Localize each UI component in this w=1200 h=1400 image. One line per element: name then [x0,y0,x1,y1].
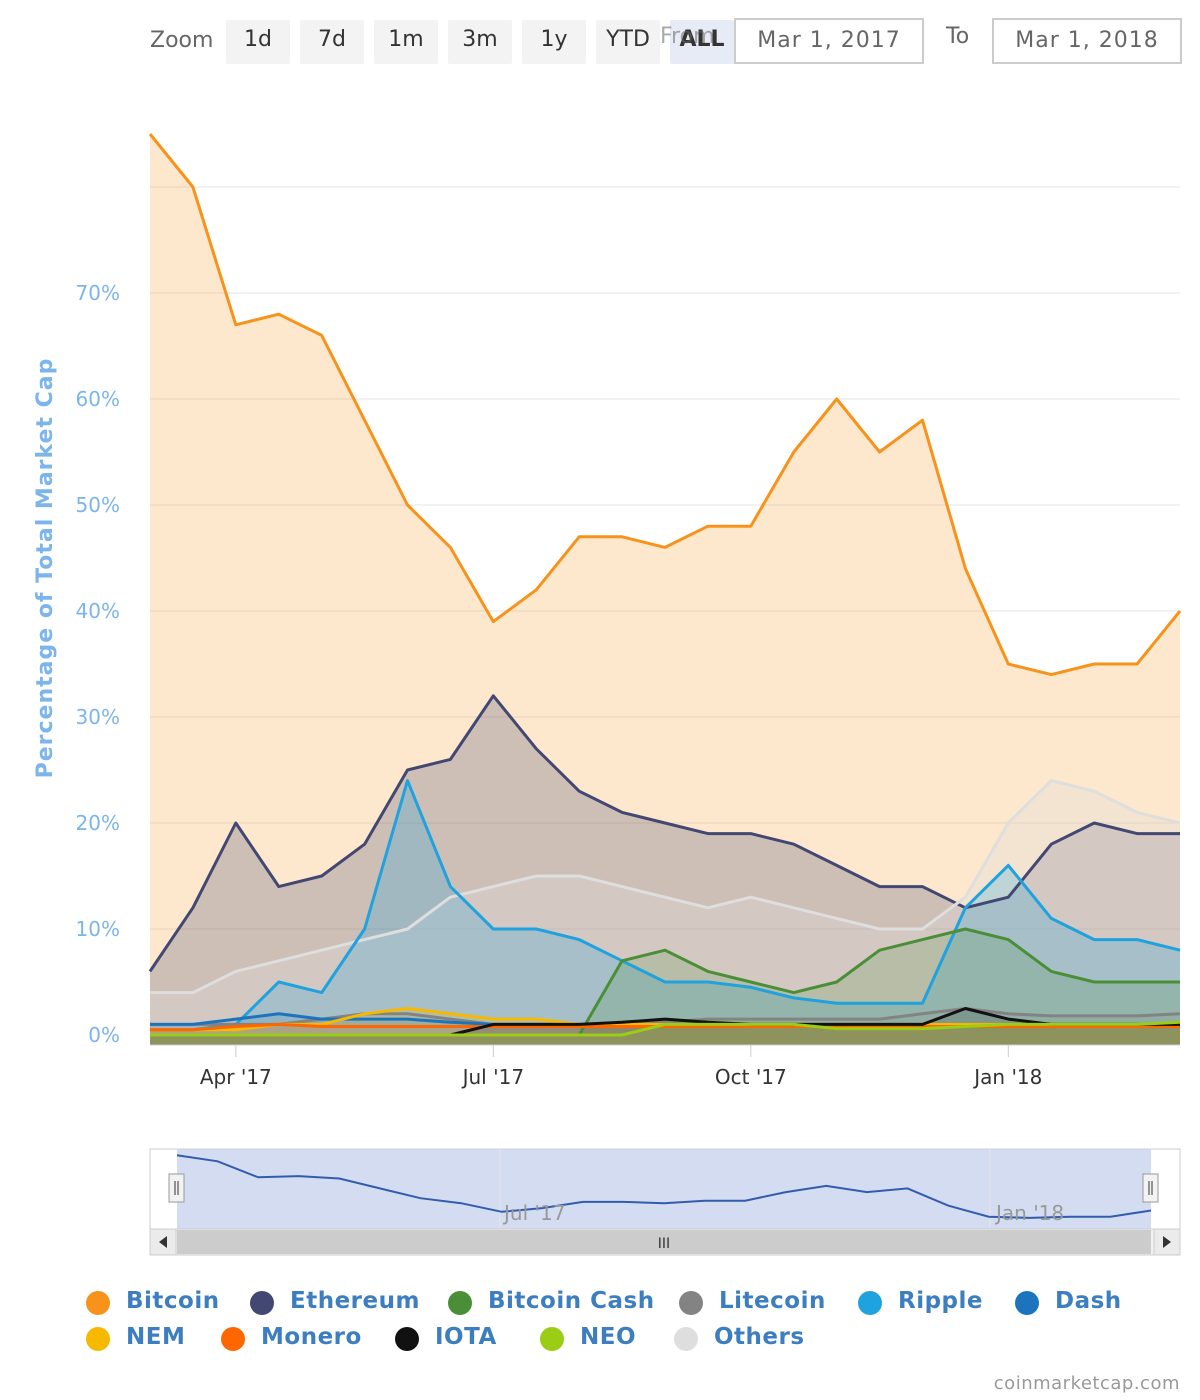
legend-label: Dash [1055,1288,1122,1314]
series-area-dash [150,1013,1180,1045]
series-line-ethereum[interactable] [148,694,1180,973]
series-line-monero[interactable] [150,1022,1180,1032]
y-tick-label: 70% [76,281,120,305]
legend-marker-icon [86,1291,110,1315]
legend-label: Others [714,1324,805,1350]
legend-label: Litecoin [719,1288,826,1314]
zoom-1d-button[interactable]: 1d [226,20,290,64]
range-from-label: From [660,24,715,49]
zoom-1y-button[interactable]: 1y [522,20,586,64]
y-axis-title: Percentage of Total Market Cap [33,358,58,779]
y-tick-label: 30% [76,705,120,729]
legend-marker-icon [86,1327,110,1351]
series-line-bitcoin[interactable] [148,133,1182,677]
navigator-left-handle[interactable] [168,1173,185,1203]
y-tick-label: 60% [76,387,120,411]
legend-label: Monero [261,1324,362,1350]
y-tick-label: 20% [76,811,120,835]
range-from-input[interactable]: Mar 1, 2017 [734,18,924,64]
zoom-all-button[interactable]: ALL [670,20,734,64]
gridlines [150,186,1180,1036]
navigator-tick-label: Jul '17 [502,1201,565,1225]
legend-marker-icon [1015,1291,1039,1315]
series-line-others[interactable] [150,779,1181,995]
y-tick-label: 10% [76,917,120,941]
scrollbar-thumb[interactable] [177,1230,1151,1254]
zoom-3m-button[interactable]: 3m [448,20,512,64]
legend-marker-icon [679,1291,703,1315]
series-line-ripple[interactable] [150,779,1181,1032]
legend-marker-icon [540,1327,564,1351]
x-tick-label: Jul '17 [461,1065,524,1089]
y-tick-label: 40% [76,599,120,623]
legend-label: Ethereum [290,1288,420,1314]
zoom-ytd-button[interactable]: YTD [596,20,660,64]
legend-marker-icon [858,1291,882,1315]
series-areas [150,134,1180,1045]
zoom-1m-button[interactable]: 1m [374,20,438,64]
legend-marker-icon [395,1327,419,1351]
market-cap-chart: 0% 10% 20% 30% 40% 50% 60% 70% Apr '17 Jul '17 Oct… [33,133,1182,1256]
arrow-left-icon [159,1236,167,1248]
x-tick-label: Apr '17 [200,1065,272,1089]
range-to-input[interactable]: Mar 1, 2018 [992,18,1182,64]
series-area-neo [150,1022,1180,1045]
series-lines [148,133,1182,1037]
legend-label: Bitcoin Cash [488,1288,655,1314]
credit-link[interactable]: coinmarketcap.com [993,1373,1180,1394]
series-area-others [150,780,1180,1045]
series-area-bitcoin [150,134,1180,1045]
legend-marker-icon [250,1291,274,1315]
y-tick-label: 0% [88,1023,120,1047]
navigator-tick-label: Jan '18 [994,1201,1064,1225]
legend-label: Bitcoin [126,1288,220,1314]
navigator-right-handle[interactable] [1142,1173,1159,1203]
legend-label: NEO [580,1324,637,1350]
series-area-ripple [150,780,1180,1045]
arrow-right-icon [1163,1236,1171,1248]
legend-marker-icon [448,1291,472,1315]
series-area-bitcoin-cash [150,929,1180,1045]
navigator-series-line [176,1154,1152,1219]
scrollbar-grip: III [658,1236,670,1252]
legend-label: NEM [126,1324,186,1350]
navigator: Jul '17 Jan '18 III [149,1148,1181,1256]
legend-label: IOTA [435,1324,497,1350]
axes: 0% 10% 20% 30% 40% 50% 60% 70% Apr '17 Jul '17 Oct… [76,281,1180,1089]
zoom-label: Zoom [150,28,214,53]
zoom-7d-button[interactable]: 7d [300,20,364,64]
legend-marker-icon [221,1327,245,1351]
range-to-label: To [946,24,970,49]
y-tick-label: 50% [76,493,120,517]
legend-label: Ripple [898,1288,984,1314]
x-tick-label: Jan '18 [972,1065,1042,1089]
series-line-neo[interactable] [150,1020,1181,1037]
legend-marker-icon [674,1327,698,1351]
x-tick-label: Oct '17 [715,1065,787,1089]
